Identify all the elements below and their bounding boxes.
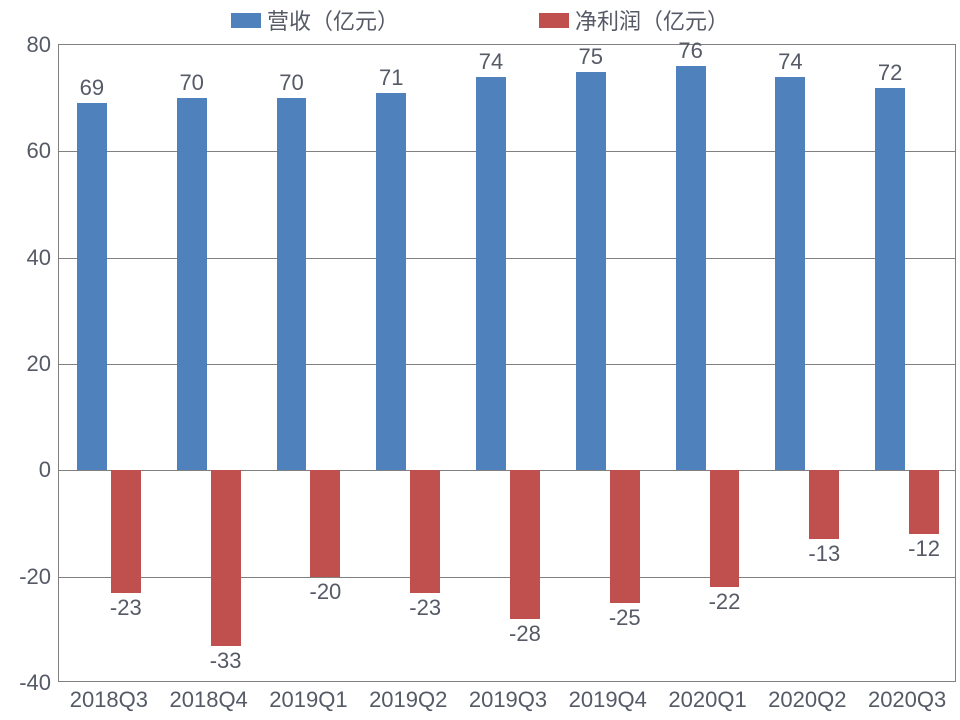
y-tick-label: 40 bbox=[27, 245, 59, 271]
x-tick-label: 2020Q1 bbox=[668, 681, 746, 713]
legend-swatch-profit bbox=[539, 13, 569, 28]
data-label-revenue: 72 bbox=[878, 60, 902, 86]
x-tick-label: 2020Q2 bbox=[768, 681, 846, 713]
legend-label-profit: 净利润（亿元） bbox=[575, 4, 729, 36]
data-label-revenue: 70 bbox=[279, 70, 303, 96]
bar-revenue: 76 bbox=[676, 66, 706, 470]
x-tick-label: 2018Q3 bbox=[70, 681, 148, 713]
gridline bbox=[59, 577, 955, 578]
bar-revenue: 75 bbox=[576, 72, 606, 471]
data-label-profit: -33 bbox=[210, 648, 242, 674]
legend-item-revenue: 营收（亿元） bbox=[231, 4, 399, 36]
x-tick-label: 2019Q1 bbox=[269, 681, 347, 713]
bar-revenue: 72 bbox=[875, 88, 905, 471]
bar-revenue: 69 bbox=[77, 103, 107, 470]
data-label-revenue: 76 bbox=[678, 38, 702, 64]
bar-revenue: 74 bbox=[775, 77, 805, 470]
legend-item-profit: 净利润（亿元） bbox=[539, 4, 729, 36]
plot-area: -40-200204060802018Q369-232018Q470-33201… bbox=[58, 44, 956, 682]
legend: 营收（亿元） 净利润（亿元） bbox=[0, 4, 960, 36]
bar-profit: -33 bbox=[211, 470, 241, 645]
y-tick-label: 0 bbox=[39, 457, 59, 483]
data-label-profit: -12 bbox=[908, 536, 940, 562]
y-tick-label: -20 bbox=[19, 564, 59, 590]
data-label-revenue: 74 bbox=[479, 49, 503, 75]
bar-revenue: 71 bbox=[376, 93, 406, 470]
bar-profit: -12 bbox=[909, 470, 939, 534]
x-tick-label: 2019Q4 bbox=[569, 681, 647, 713]
data-label-profit: -22 bbox=[709, 589, 741, 615]
legend-swatch-revenue bbox=[231, 13, 261, 28]
x-tick-label: 2018Q4 bbox=[170, 681, 248, 713]
data-label-revenue: 70 bbox=[179, 70, 203, 96]
y-tick-label: 60 bbox=[27, 138, 59, 164]
bar-profit: -28 bbox=[510, 470, 540, 619]
y-tick-label: -40 bbox=[19, 670, 59, 696]
bar-revenue: 70 bbox=[277, 98, 307, 470]
legend-label-revenue: 营收（亿元） bbox=[267, 4, 399, 36]
data-label-profit: -20 bbox=[309, 579, 341, 605]
data-label-profit: -28 bbox=[509, 621, 541, 647]
bar-profit: -20 bbox=[310, 470, 340, 576]
y-tick-label: 80 bbox=[27, 32, 59, 58]
bar-profit: -22 bbox=[710, 470, 740, 587]
data-label-revenue: 75 bbox=[579, 44, 603, 70]
data-label-profit: -23 bbox=[110, 595, 142, 621]
x-tick-label: 2019Q2 bbox=[369, 681, 447, 713]
x-tick-label: 2019Q3 bbox=[469, 681, 547, 713]
data-label-profit: -25 bbox=[609, 605, 641, 631]
data-label-profit: -23 bbox=[409, 595, 441, 621]
bar-profit: -23 bbox=[410, 470, 440, 592]
bar-profit: -13 bbox=[809, 470, 839, 539]
data-label-profit: -13 bbox=[808, 541, 840, 567]
data-label-revenue: 74 bbox=[778, 49, 802, 75]
x-tick-label: 2020Q3 bbox=[868, 681, 946, 713]
bar-profit: -23 bbox=[111, 470, 141, 592]
data-label-revenue: 69 bbox=[80, 75, 104, 101]
y-tick-label: 20 bbox=[27, 351, 59, 377]
chart-container: 营收（亿元） 净利润（亿元） -40-200204060802018Q369-2… bbox=[0, 0, 960, 720]
bar-revenue: 74 bbox=[476, 77, 506, 470]
bar-revenue: 70 bbox=[177, 98, 207, 470]
data-label-revenue: 71 bbox=[379, 65, 403, 91]
bar-profit: -25 bbox=[610, 470, 640, 603]
